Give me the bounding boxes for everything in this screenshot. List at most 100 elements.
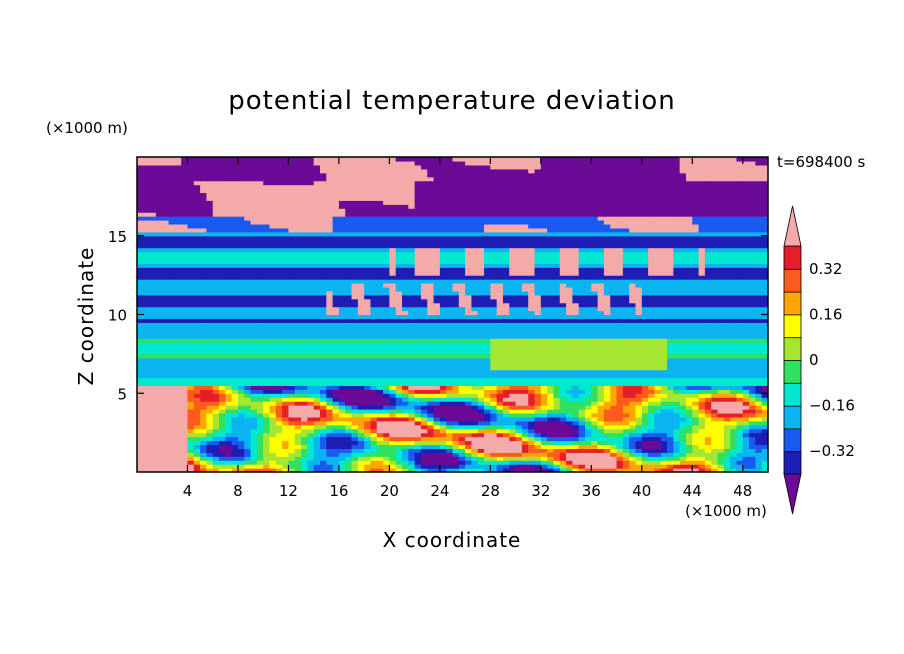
heatmap-cell — [477, 409, 485, 414]
heatmap-cell — [648, 373, 656, 379]
heatmap-cell — [439, 420, 447, 426]
heatmap-cell — [654, 361, 662, 367]
heatmap-cell — [673, 302, 681, 308]
heatmap-cell — [313, 460, 321, 465]
heatmap-cell — [749, 314, 756, 320]
heatmap-cell — [673, 424, 681, 430]
heatmap-cell — [408, 338, 416, 343]
heatmap-cell — [269, 365, 277, 371]
heatmap-cell — [635, 369, 643, 375]
heatmap-cell — [566, 436, 573, 442]
heatmap-cell — [730, 286, 738, 292]
heatmap-cell — [622, 381, 630, 386]
heatmap-cell — [174, 377, 182, 383]
heatmap-cell — [610, 330, 618, 335]
heatmap-cell — [679, 432, 687, 438]
heatmap-cell — [452, 389, 460, 394]
heatmap-cell — [673, 420, 681, 426]
heatmap-cell — [515, 298, 523, 304]
heatmap-cell — [155, 318, 163, 323]
heatmap-cell — [212, 298, 220, 304]
heatmap-cell — [212, 294, 220, 300]
heatmap-cell — [465, 389, 473, 394]
heatmap-cell — [370, 349, 378, 355]
heatmap-cell — [648, 298, 656, 304]
heatmap-cell — [206, 275, 214, 280]
heatmap-cell — [471, 365, 479, 371]
heatmap-cell — [540, 279, 548, 284]
heatmap-cell — [610, 393, 618, 398]
heatmap-cell — [711, 444, 719, 449]
heatmap-cell — [553, 405, 561, 410]
heatmap-cell — [187, 381, 195, 386]
heatmap-cell — [446, 275, 454, 280]
heatmap-cell — [162, 298, 170, 304]
heatmap-cell — [603, 397, 611, 402]
heatmap-cell — [736, 393, 744, 398]
heatmap-cell — [288, 310, 296, 316]
heatmap-cell — [357, 416, 365, 422]
heatmap-cell — [704, 361, 712, 367]
heatmap-cell — [168, 401, 176, 406]
heatmap-cell — [692, 275, 700, 280]
heatmap-cell — [326, 318, 334, 323]
heatmap-cell — [509, 326, 517, 331]
heatmap-cell — [219, 342, 226, 347]
heatmap-cell — [496, 385, 504, 390]
heatmap-cell — [528, 393, 536, 398]
heatmap-cell — [736, 401, 744, 406]
heatmap-cell — [673, 460, 681, 465]
heatmap-cell — [572, 346, 580, 351]
heatmap-cell — [168, 310, 176, 316]
heatmap-cell — [402, 334, 409, 339]
heatmap-cell — [395, 318, 403, 323]
heatmap-cell — [364, 322, 372, 327]
heatmap-cell — [181, 330, 189, 335]
heatmap-cell — [629, 377, 637, 383]
heatmap-cell — [168, 428, 176, 434]
heatmap-cell — [452, 346, 460, 351]
heatmap-cell — [351, 283, 359, 288]
heatmap-cell — [591, 444, 599, 449]
heatmap-cell — [641, 353, 649, 359]
heatmap-cell — [591, 298, 599, 304]
heatmap-cell — [427, 393, 435, 398]
heatmap-cell — [181, 353, 189, 359]
heatmap-cell — [597, 294, 605, 300]
heatmap-cell — [143, 393, 151, 398]
heatmap-cell — [383, 448, 390, 453]
heatmap-cell — [433, 464, 441, 469]
heatmap-cell — [471, 361, 479, 367]
heatmap-cell — [742, 452, 750, 457]
heatmap-cell — [490, 448, 498, 453]
heatmap-cell — [313, 314, 321, 320]
heatmap-cell — [301, 436, 308, 442]
heatmap-cell — [502, 275, 510, 280]
heatmap-cell — [376, 369, 384, 375]
heatmap-cell — [244, 286, 252, 292]
heatmap-cell — [509, 330, 517, 335]
heatmap-cell — [515, 357, 523, 363]
heatmap-cell — [509, 468, 517, 472]
heatmap-cell — [484, 279, 491, 284]
heatmap-cell — [414, 302, 422, 308]
heatmap-cell — [231, 338, 239, 343]
heatmap-cell — [364, 393, 372, 398]
heatmap-cell — [313, 452, 321, 457]
heatmap-cell — [749, 377, 756, 383]
heatmap-cell — [225, 385, 233, 390]
heatmap-cell — [370, 342, 378, 347]
heatmap-cell — [143, 306, 151, 312]
heatmap-cell — [383, 460, 390, 465]
heatmap-cell — [641, 464, 649, 469]
heatmap-cell — [414, 448, 422, 453]
heatmap-cell — [364, 365, 372, 371]
heatmap-cell — [256, 420, 264, 426]
heatmap-cell — [547, 349, 555, 355]
heatmap-cell — [155, 314, 163, 320]
heatmap-cell — [237, 460, 245, 465]
heatmap-cell — [155, 420, 163, 426]
heatmap-cell — [351, 412, 359, 418]
heatmap-cell — [458, 452, 466, 457]
heatmap-cell — [181, 346, 189, 351]
